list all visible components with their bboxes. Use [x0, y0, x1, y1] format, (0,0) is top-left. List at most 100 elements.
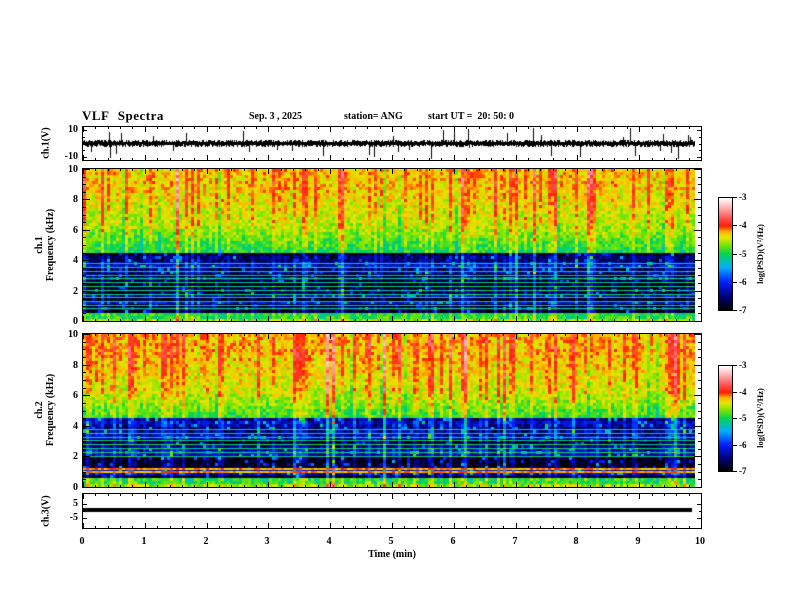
axis-tick: [454, 155, 455, 160]
axis-tick: [293, 526, 294, 528]
axis-tick: [194, 169, 195, 171]
axis-tick: [83, 504, 87, 505]
colorbar-tick-label: -4: [739, 387, 747, 397]
axis-tick: [120, 494, 121, 496]
axis-tick: [157, 319, 158, 321]
axis-tick: [83, 511, 85, 512]
axis-tick: [697, 504, 701, 505]
axis-tick: [516, 494, 517, 499]
axis-tick: [293, 485, 294, 487]
axis-tick: [698, 253, 701, 254]
axis-tick: [231, 334, 232, 336]
axis-tick: [83, 253, 86, 254]
axis-tick: [355, 334, 356, 336]
axis-tick: [404, 127, 405, 129]
axis-tick: [627, 334, 628, 336]
axis-tick: [429, 158, 430, 160]
ch3-waveform-panel: [82, 493, 702, 529]
axis-tick: [207, 482, 208, 487]
axis-tick: [602, 494, 603, 496]
axis-tick: [392, 523, 393, 528]
axis-tick: [540, 334, 541, 336]
axis-tick: [392, 316, 393, 321]
axis-tick: [491, 485, 492, 487]
ch2-spectrogram-panel: [82, 333, 702, 488]
axis-tick: [528, 158, 529, 160]
axis-tick: [652, 169, 653, 171]
axis-tick: [244, 526, 245, 528]
axis-tick: [697, 518, 701, 519]
axis-tick: [380, 169, 381, 171]
axis-tick: [120, 526, 121, 528]
axis-tick: [698, 184, 701, 185]
axis-tick: [565, 334, 566, 336]
axis-tick: [367, 169, 368, 171]
ch1-spec-ylabel: ch.1 Frequency (kHz): [34, 209, 56, 281]
axis-tick: [466, 169, 467, 171]
x-tick-label: 8: [573, 536, 579, 547]
axis-tick: [479, 494, 480, 496]
axis-tick: [676, 334, 677, 336]
colorbar-ch2-label: log(PSD)(V²/Hz): [755, 388, 765, 448]
axis-tick: [479, 319, 480, 321]
header-station: station= ANG: [344, 111, 403, 122]
axis-tick: [417, 319, 418, 321]
axis-tick: [516, 523, 517, 528]
axis-tick: [528, 334, 529, 336]
axis-tick: [664, 485, 665, 487]
axis-tick: [698, 342, 701, 343]
axis-tick: [479, 158, 480, 160]
axis-tick: [565, 526, 566, 528]
axis-tick: [614, 494, 615, 496]
axis-tick: [330, 155, 331, 160]
freq-tick-label: 4: [73, 255, 78, 266]
axis-tick: [528, 494, 529, 496]
axis-tick: [733, 392, 737, 393]
axis-tick: [698, 357, 701, 358]
axis-tick: [491, 158, 492, 160]
axis-tick: [367, 526, 368, 528]
axis-tick: [516, 169, 517, 174]
x-tick-label: 2: [203, 536, 209, 547]
axis-tick: [330, 482, 331, 487]
axis-tick: [652, 319, 653, 321]
axis-tick: [540, 485, 541, 487]
axis-tick: [281, 319, 282, 321]
axis-tick: [441, 334, 442, 336]
axis-tick: [614, 334, 615, 336]
axis-tick: [614, 127, 615, 129]
axis-tick: [170, 485, 171, 487]
axis-tick: [194, 526, 195, 528]
axis-tick: [95, 494, 96, 496]
axis-tick: [454, 334, 455, 339]
axis-tick: [367, 127, 368, 129]
axis-tick: [380, 485, 381, 487]
axis-tick: [404, 158, 405, 160]
axis-tick: [698, 215, 701, 216]
x-tick-label: 0: [79, 536, 85, 547]
axis-tick: [689, 494, 690, 496]
ch1-ytick-top: 10: [68, 124, 78, 135]
axis-tick: [429, 334, 430, 336]
axis-tick: [602, 319, 603, 321]
axis-tick: [404, 319, 405, 321]
axis-tick: [83, 215, 86, 216]
axis-tick: [108, 526, 109, 528]
axis-tick: [305, 127, 306, 129]
axis-tick: [698, 207, 701, 208]
axis-tick: [132, 319, 133, 321]
axis-tick: [590, 485, 591, 487]
axis-tick: [83, 316, 84, 321]
axis-tick: [417, 485, 418, 487]
axis-tick: [207, 316, 208, 321]
axis-tick: [664, 127, 665, 129]
axis-tick: [194, 494, 195, 496]
axis-tick: [207, 494, 208, 499]
axis-tick: [330, 316, 331, 321]
freq-tick-label: 10: [68, 164, 78, 175]
axis-tick: [95, 127, 96, 129]
axis-tick: [83, 395, 90, 396]
axis-tick: [614, 526, 615, 528]
axis-tick: [503, 334, 504, 336]
axis-tick: [83, 275, 86, 276]
